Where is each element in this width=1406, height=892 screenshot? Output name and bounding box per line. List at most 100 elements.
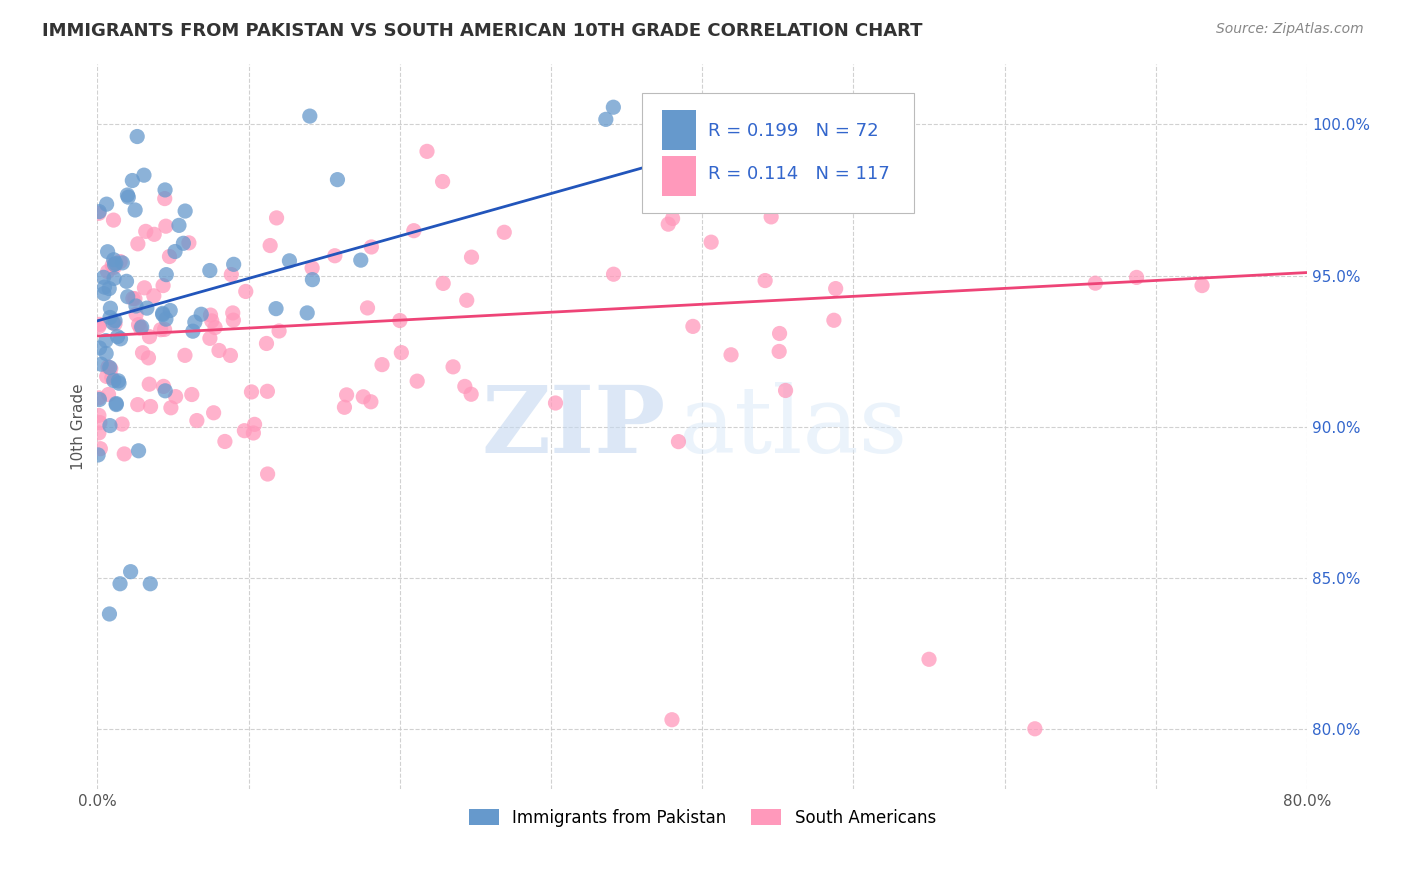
Point [235, 285, 257, 299]
Point [301, 260, 323, 275]
Point [661, 713, 683, 727]
Point [177, 235, 200, 250]
Point [121, 292, 143, 306]
Point [657, 217, 679, 231]
Point [352, 390, 374, 404]
Point [128, 443, 150, 458]
Point [221, 268, 243, 282]
Point [87, 391, 110, 405]
Point [152, 379, 174, 393]
Point [180, 387, 202, 401]
Point [87, 425, 110, 440]
Point [117, 290, 139, 304]
Point [89, 204, 111, 219]
Point [89, 416, 111, 430]
Point [754, 274, 776, 288]
Point [222, 313, 245, 327]
Point [97, 264, 120, 278]
Point [824, 282, 846, 296]
Point [402, 224, 425, 238]
Point [121, 173, 143, 187]
Point [104, 317, 127, 331]
Point [198, 331, 221, 345]
Point [108, 254, 131, 268]
Point [682, 319, 704, 334]
Point [825, 175, 848, 189]
Point [93, 270, 115, 285]
Point [333, 401, 356, 415]
Point [208, 343, 231, 358]
Point [267, 324, 290, 338]
Point [700, 235, 723, 249]
Point [110, 332, 132, 346]
Point [117, 188, 139, 202]
Point [174, 348, 197, 362]
Point [602, 267, 624, 281]
Point [103, 271, 125, 285]
Point [115, 274, 138, 288]
Point [155, 384, 177, 398]
Point [388, 313, 411, 327]
Point [142, 289, 165, 303]
Point [256, 336, 278, 351]
Point [186, 413, 208, 427]
Point [163, 244, 186, 259]
Point [668, 434, 690, 449]
Point [336, 388, 359, 402]
Point [181, 324, 204, 338]
Point [738, 177, 761, 191]
Legend: Immigrants from Pakistan, South Americans: Immigrants from Pakistan, South American… [460, 801, 943, 835]
Point [108, 376, 131, 391]
Point [661, 211, 683, 226]
Point [165, 390, 187, 404]
Point [94, 346, 117, 360]
Point [360, 240, 382, 254]
Point [100, 301, 122, 316]
Point [432, 175, 454, 189]
Point [243, 417, 266, 432]
Point [104, 256, 127, 270]
Point [139, 576, 162, 591]
Point [105, 396, 128, 410]
Point [1125, 270, 1147, 285]
Point [160, 401, 183, 415]
Point [98, 607, 121, 621]
Point [256, 384, 278, 399]
Point [90, 357, 112, 371]
Point [323, 249, 346, 263]
Point [87, 206, 110, 220]
Point [129, 321, 152, 335]
Point [242, 425, 264, 440]
Point [125, 299, 148, 313]
Point [595, 112, 617, 127]
Point [143, 227, 166, 242]
Point [295, 306, 318, 320]
Point [96, 197, 118, 211]
Point [159, 250, 181, 264]
Point [138, 377, 160, 392]
Text: R = 0.114   N = 117: R = 0.114 N = 117 [709, 165, 890, 183]
Point [98, 310, 121, 325]
Point [204, 320, 226, 334]
Point [155, 219, 177, 234]
Point [389, 345, 412, 359]
Point [89, 341, 111, 355]
Point [127, 236, 149, 251]
Point [87, 319, 110, 334]
Point [278, 253, 301, 268]
Point [768, 344, 790, 359]
Point [107, 329, 129, 343]
Point [1084, 276, 1107, 290]
Point [139, 400, 162, 414]
Point [138, 351, 160, 365]
Point [172, 236, 194, 251]
Point [720, 348, 742, 362]
Point [222, 306, 245, 320]
Point [101, 259, 124, 273]
Point [96, 369, 118, 384]
Point [174, 204, 197, 219]
Point [134, 281, 156, 295]
Point [416, 145, 439, 159]
Point [371, 358, 394, 372]
Text: R = 0.199   N = 72: R = 0.199 N = 72 [709, 122, 879, 141]
